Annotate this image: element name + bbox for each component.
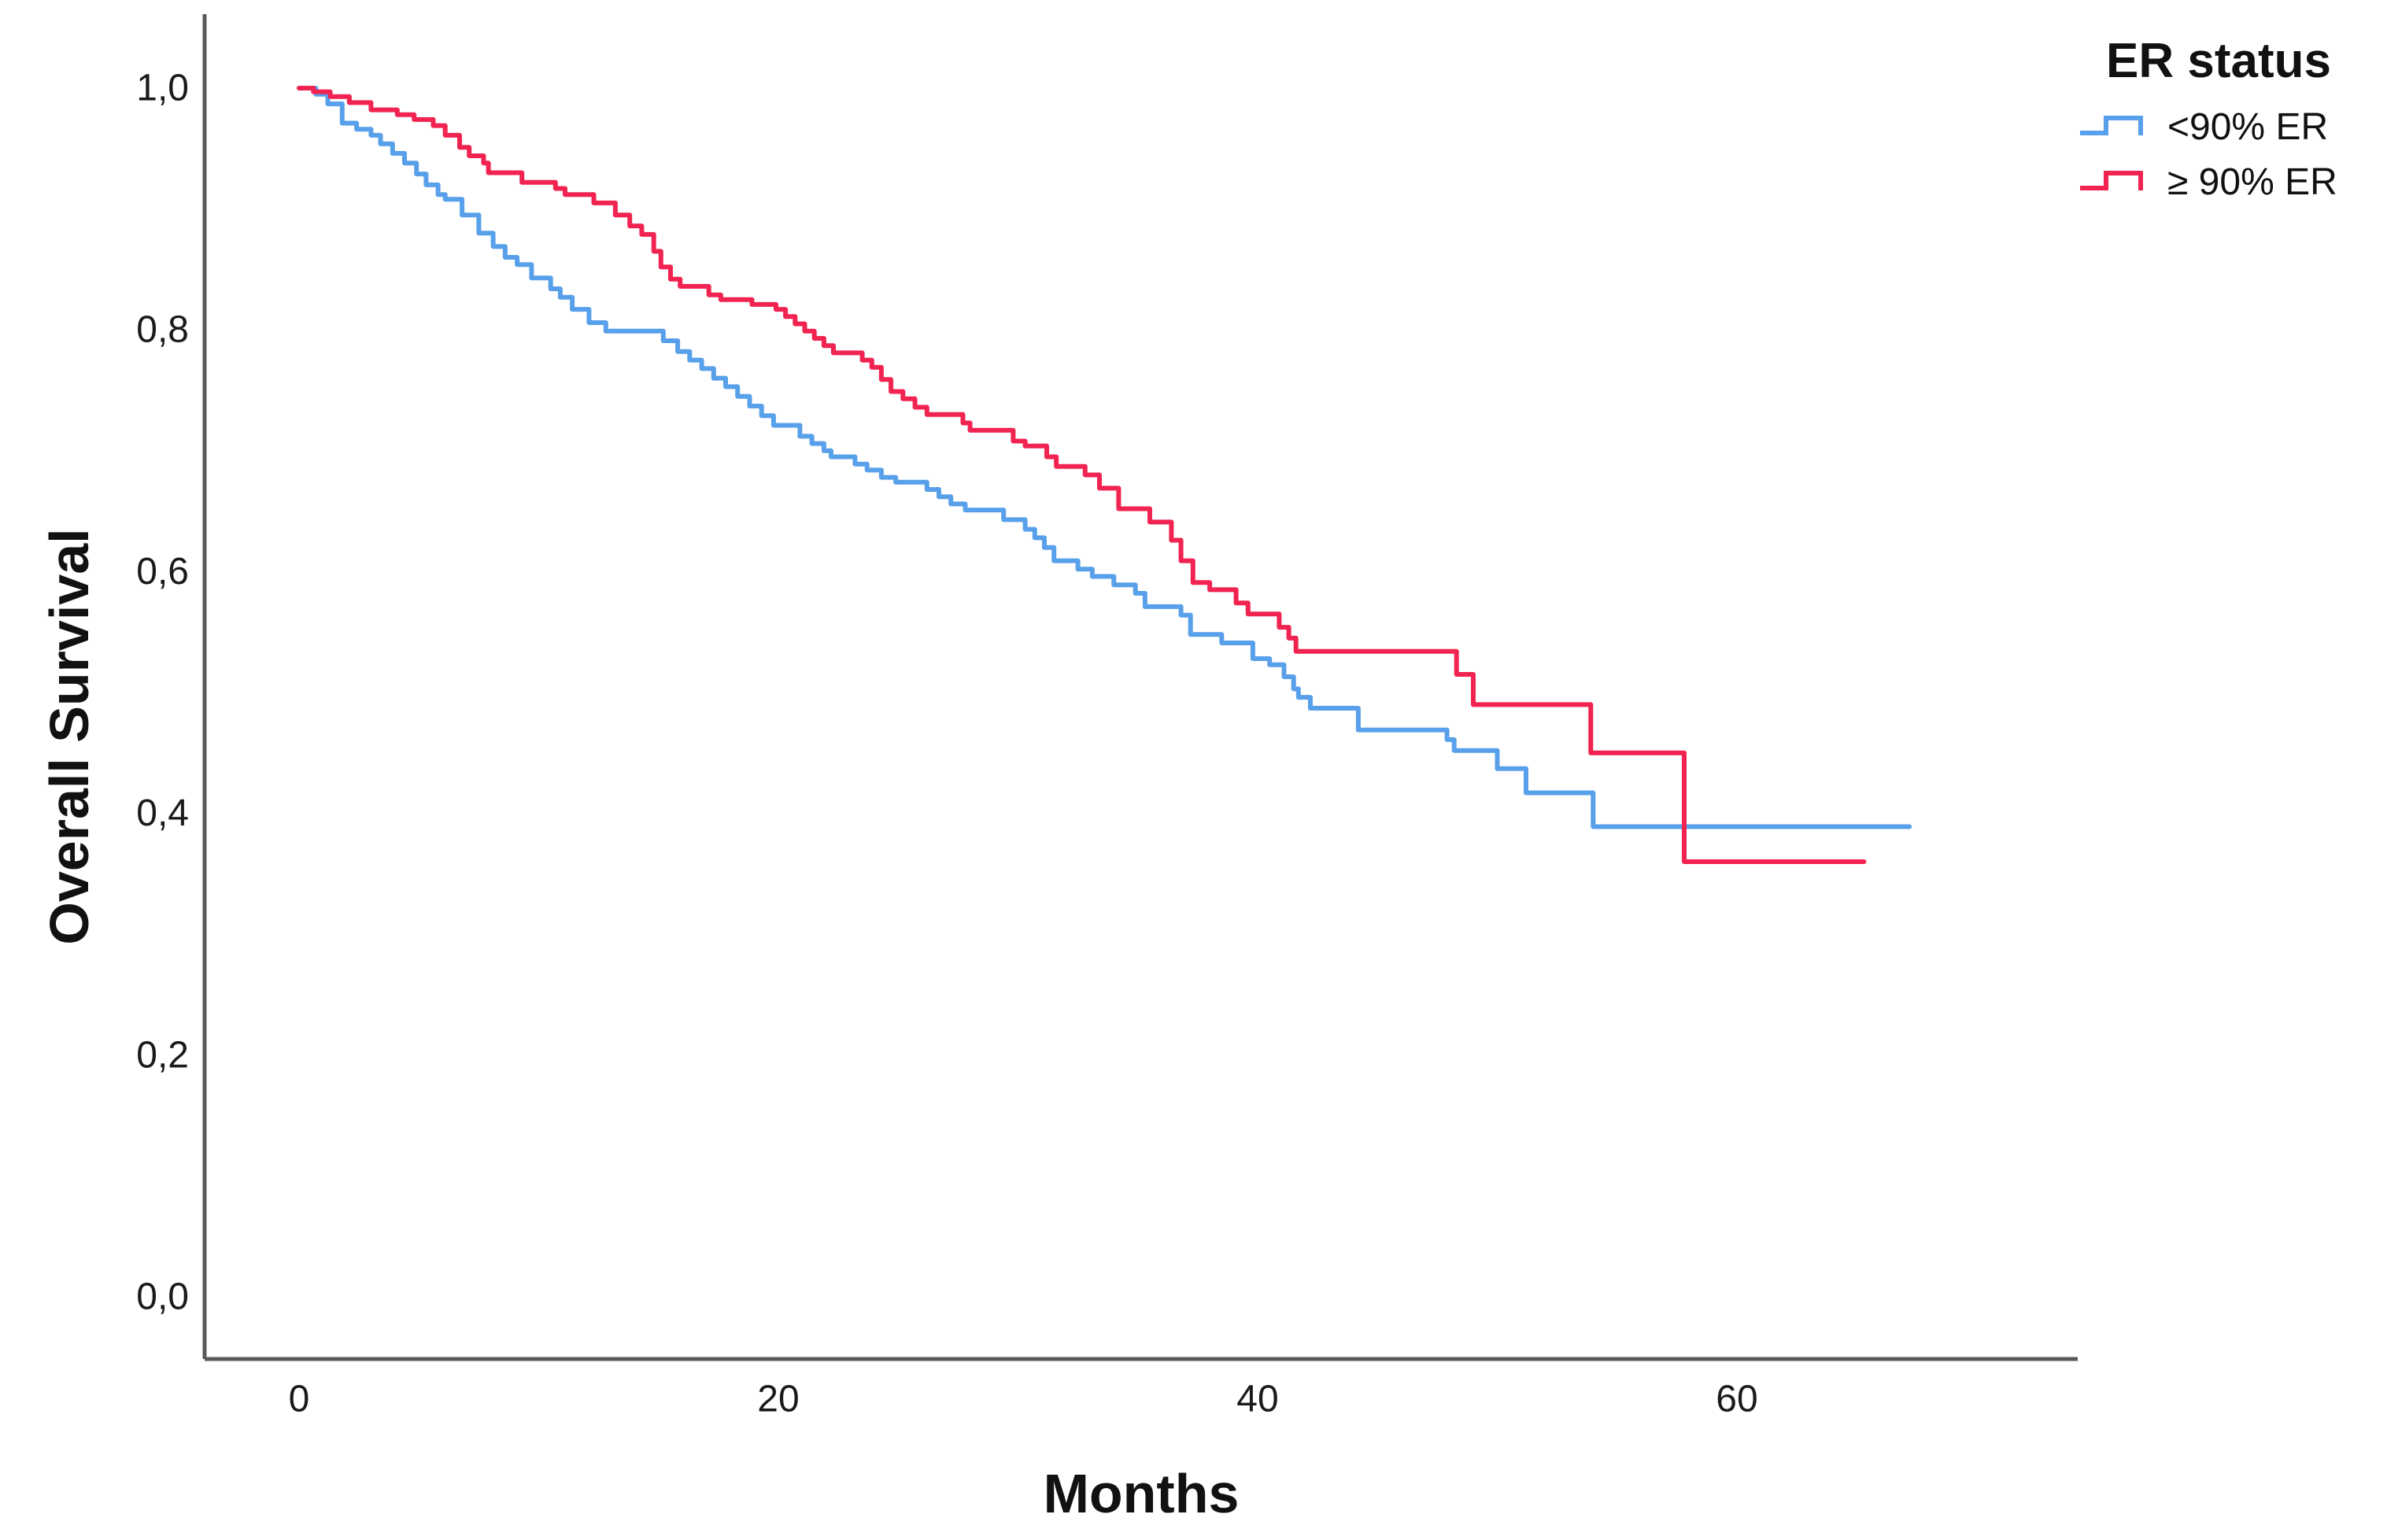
y-tick-label: 0,8 <box>136 309 189 351</box>
x-tick-label: 40 <box>1236 1379 1278 1420</box>
y-tick-label: 0,2 <box>136 1034 189 1076</box>
legend-item-ge90: ≥ 90% ER <box>2078 161 2377 203</box>
blue-step-key-icon <box>2080 116 2143 135</box>
x-tick-label: 20 <box>757 1379 799 1420</box>
x-tick-label: 60 <box>1716 1379 1757 1420</box>
y-tick-label: 1,0 <box>136 68 189 109</box>
y-tick-label: 0,4 <box>136 792 189 834</box>
x-tick-label: 0 <box>289 1379 310 1420</box>
legend-item-lt90: <90% ER <box>2078 106 2377 148</box>
y-tick-label: 0,0 <box>136 1276 189 1318</box>
y-tick-label: 0,6 <box>136 551 189 593</box>
legend-label-lt90: <90% ER <box>2167 105 2329 148</box>
red-step-key-icon <box>2080 171 2143 190</box>
survival-curve-lt90 <box>297 86 1912 829</box>
legend: ER status <90% ER ≥ 90% ER <box>2078 33 2377 203</box>
survival-curve-ge90 <box>297 86 1867 864</box>
legend-title: ER status <box>2106 34 2331 88</box>
y-axis-title: Overall Survival <box>39 528 100 945</box>
legend-label-ge90: ≥ 90% ER <box>2167 161 2337 203</box>
x-axis-title: Months <box>1043 1463 1240 1524</box>
